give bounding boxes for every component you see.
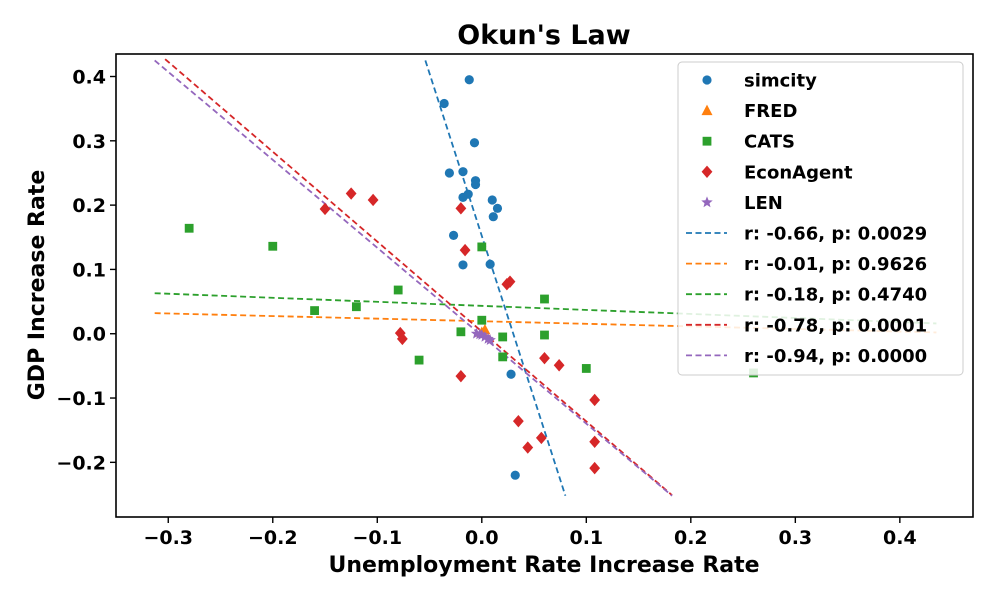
point-simcity: [488, 212, 498, 222]
data-points: [184, 75, 758, 480]
x-tick-label: 0.2: [674, 527, 708, 549]
point-econagent: [553, 359, 565, 372]
x-tick-label: −0.3: [143, 527, 193, 549]
point-econagent: [522, 441, 534, 454]
y-axis-ticks: 0.4 0.3 0.2 0.1 0.0 −0.1 −0.2: [56, 67, 116, 474]
point-simcity: [469, 138, 480, 148]
fit-line-0: [424, 60, 567, 497]
x-tick-label: 0.1: [569, 527, 603, 549]
legend-fit-label-3: r: -0.78, p: 0.0001: [744, 315, 927, 336]
point-econagent: [589, 435, 601, 448]
y-tick-label: 0.4: [72, 67, 106, 89]
point-cats: [477, 242, 487, 252]
point-econagent: [345, 187, 357, 200]
chart-title: Okun's Law: [457, 20, 630, 51]
series-cats: [184, 223, 758, 378]
x-axis-ticks: −0.3 −0.2 −0.1 0.0 0.1 0.2 0.3 0.4: [143, 517, 917, 549]
point-econagent: [455, 369, 467, 383]
point-cats: [393, 285, 403, 295]
point-simcity: [485, 259, 495, 269]
x-axis-label: Unemployment Rate Increase Rate: [328, 553, 759, 578]
x-tick-label: −0.2: [248, 527, 298, 549]
point-cats: [456, 327, 466, 337]
series-simcity: [439, 75, 520, 480]
legend-fit-label-1: r: -0.01, p: 0.9626: [744, 254, 927, 275]
point-econagent: [459, 243, 471, 257]
y-tick-label: 0.1: [72, 259, 106, 281]
x-tick-label: 0.0: [465, 527, 499, 549]
series-econagent: [319, 187, 601, 475]
legend-marker-len: [701, 196, 713, 208]
x-tick-label: −0.1: [352, 527, 402, 549]
legend-box: [677, 61, 964, 376]
x-tick-label: 0.3: [778, 527, 812, 549]
point-cats: [540, 294, 549, 304]
legend-marker-econagent: [701, 165, 713, 178]
point-cats: [540, 330, 549, 340]
legend-marker-cats: [702, 136, 712, 146]
point-cats: [498, 332, 508, 342]
fit-line-4: [154, 59, 673, 497]
point-len: [479, 330, 491, 342]
y-tick-label: −0.1: [56, 388, 106, 410]
legend-fit-label-4: r: -0.94, p: 0.0000: [744, 346, 927, 367]
legend: simcity FRED CATS EconAgent LEN r: -0.66, p: …: [677, 61, 964, 376]
legend-label-fred: FRED: [744, 101, 797, 122]
point-econagent: [512, 414, 524, 428]
point-cats: [414, 355, 424, 365]
point-cats: [310, 306, 319, 315]
series-len: [470, 327, 496, 346]
y-tick-label: 0.0: [72, 324, 106, 346]
point-econagent: [367, 193, 379, 207]
x-tick-label: 0.4: [883, 527, 917, 549]
legend-fit-label-0: r: -0.66, p: 0.0029: [744, 224, 927, 245]
legend-label-len: LEN: [744, 193, 783, 214]
legend-fit-label-2: r: -0.18, p: 0.4740: [744, 285, 927, 306]
point-len: [484, 334, 496, 346]
point-econagent: [589, 461, 601, 475]
y-tick-label: 0.2: [72, 195, 106, 217]
point-len: [474, 328, 486, 340]
point-simcity: [458, 260, 468, 270]
point-simcity: [444, 168, 454, 178]
point-simcity: [463, 189, 473, 199]
point-simcity: [492, 203, 503, 213]
legend-label-econagent: EconAgent: [744, 162, 853, 183]
point-cats: [498, 352, 508, 362]
point-econagent: [535, 431, 547, 445]
point-cats: [268, 241, 278, 251]
point-simcity: [510, 470, 520, 480]
point-simcity: [439, 98, 449, 109]
legend-label-simcity: simcity: [744, 71, 817, 92]
point-simcity: [470, 179, 481, 190]
point-simcity: [506, 369, 516, 379]
legend-marker-fred: [701, 104, 713, 116]
point-cats: [184, 223, 194, 233]
point-econagent: [504, 275, 516, 288]
fit-line-3: [164, 58, 673, 496]
point-cats: [351, 302, 361, 312]
point-econagent: [319, 202, 331, 216]
y-axis-label: GDP Increase Rate: [25, 170, 50, 401]
point-simcity: [464, 75, 474, 85]
point-cats: [477, 315, 487, 325]
point-simcity: [487, 195, 497, 205]
point-simcity: [448, 230, 459, 240]
point-econagent: [396, 332, 408, 346]
plot-frame: [115, 53, 974, 518]
point-econagent: [589, 393, 601, 407]
point-simcity: [458, 167, 468, 177]
y-tick-label: −0.2: [56, 452, 106, 474]
point-econagent: [539, 351, 550, 365]
legend-label-cats: CATS: [744, 132, 795, 153]
y-tick-label: 0.3: [72, 131, 106, 153]
legend-marker-simcity: [702, 75, 712, 85]
point-cats: [581, 364, 591, 373]
point-econagent: [455, 202, 467, 215]
